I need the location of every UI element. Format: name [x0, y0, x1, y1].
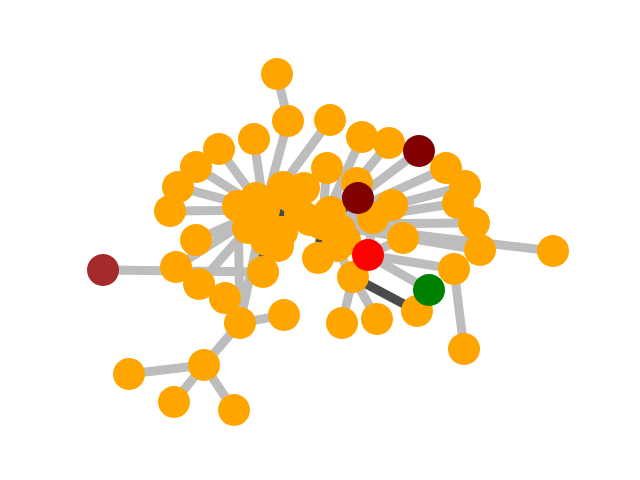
graph-node [218, 394, 250, 426]
graph-node [373, 127, 405, 159]
graph-edge [321, 219, 554, 256]
graph-node [180, 224, 212, 256]
graph-node [458, 207, 490, 239]
graph-node [154, 195, 186, 227]
graph-node [240, 182, 272, 214]
graph-node [238, 123, 270, 155]
graph-node [284, 198, 316, 230]
graph-node [113, 358, 145, 390]
graph-node [329, 224, 361, 256]
graph-node [361, 303, 393, 335]
graph-node [346, 121, 378, 153]
graph-node [326, 307, 358, 339]
graph-node [342, 182, 374, 214]
graph-node [247, 256, 279, 288]
graph-node [158, 386, 190, 418]
graph-node [203, 133, 235, 165]
graph-node [87, 254, 119, 286]
graph-node [387, 222, 419, 254]
graph-node [448, 333, 480, 365]
graph-node [188, 349, 220, 381]
graph-node [209, 282, 241, 314]
graph-node [272, 105, 304, 137]
graph-node [413, 274, 445, 306]
graph-node [250, 224, 282, 256]
graph-node [183, 268, 215, 300]
graph-node [403, 135, 435, 167]
graph-node [352, 239, 384, 271]
graph-node [302, 242, 334, 274]
graph-node [464, 234, 496, 266]
graph-node [537, 235, 569, 267]
graph-node [261, 58, 293, 90]
graph-node [160, 251, 192, 283]
graph-node [314, 104, 346, 136]
graph-node [311, 152, 343, 184]
graph-node [268, 299, 300, 331]
graph-node [224, 307, 256, 339]
graph-nodes [87, 58, 569, 426]
graph-node [438, 253, 470, 285]
